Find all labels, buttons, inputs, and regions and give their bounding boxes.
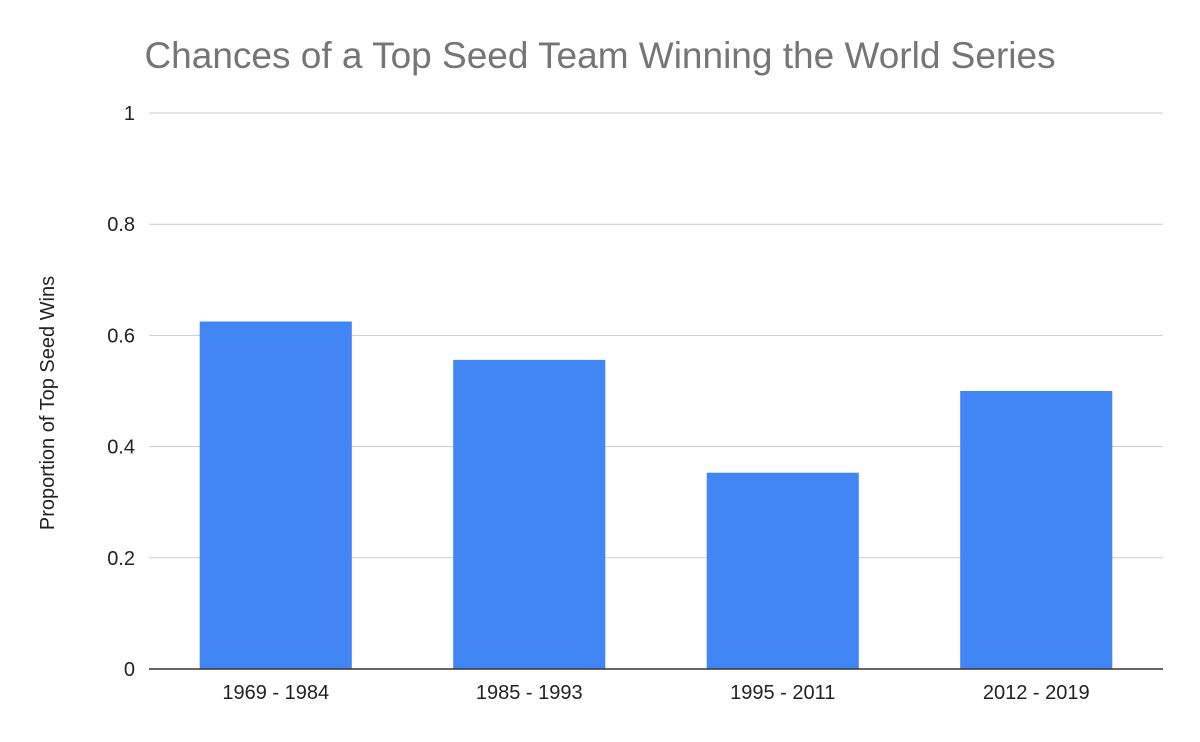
- y-axis-label: Proportion of Top Seed Wins: [37, 276, 59, 530]
- bar-2: [453, 359, 606, 669]
- x-tick-label: 1985 - 1993: [476, 682, 583, 704]
- bar-4: [960, 391, 1113, 669]
- y-tick-label: 0.8: [107, 214, 135, 236]
- y-tick-label: 0: [124, 659, 135, 681]
- y-tick-label: 0.6: [107, 325, 135, 347]
- chart-title: Chances of a Top Seed Team Winning the W…: [144, 35, 1055, 76]
- bar-1: [199, 321, 352, 669]
- x-tick-label: 2012 - 2019: [983, 682, 1090, 704]
- axes: 0 0.2 0.4 0.6 0.8 1 1969 - 1984 1985 - 1993 1995…: [107, 103, 1163, 704]
- x-tick-label: 1995 - 2011: [730, 682, 835, 704]
- bar-3: [706, 472, 859, 669]
- bars: [199, 321, 1113, 669]
- y-tick-label: 1: [124, 103, 135, 125]
- x-tick-label: 1969 - 1984: [222, 682, 329, 704]
- y-tick-label: 0.4: [107, 437, 135, 459]
- y-tick-label: 0.2: [107, 548, 135, 570]
